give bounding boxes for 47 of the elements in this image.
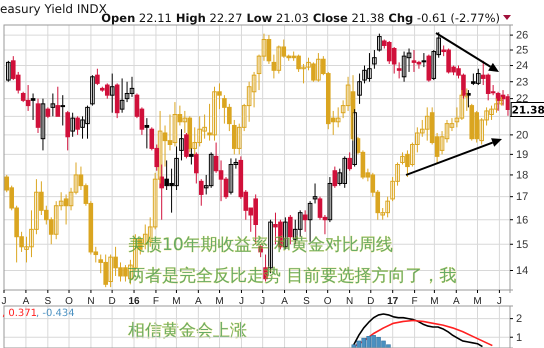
- x-tick-label: D: [367, 296, 374, 307]
- y-tick-label: 2: [516, 313, 522, 326]
- x-tick-label: F: [412, 296, 418, 307]
- x-tick-label: M: [473, 296, 482, 307]
- x-tick-label: M: [215, 296, 224, 307]
- x-tick-label: A: [452, 296, 460, 307]
- y-tick-label: 15: [516, 238, 528, 251]
- x-tick-label: A: [22, 296, 30, 307]
- annotation: 21.38: [512, 104, 544, 116]
- x-tick-label: O: [65, 296, 74, 307]
- x-tick-label: J: [2, 296, 6, 307]
- x-tick-label: A: [281, 296, 288, 307]
- x-tick-label: D: [108, 296, 116, 307]
- y-tick-label: 24: [516, 60, 528, 72]
- y-tick-label: 14: [516, 265, 528, 278]
- candlestick: [396, 62, 402, 79]
- x-tick-label: N: [346, 296, 354, 307]
- y-tick-label: 25: [516, 44, 528, 57]
- candlestick: [179, 128, 184, 161]
- y-tick-label: 19: [516, 148, 528, 161]
- x-tick-label: S: [303, 296, 310, 307]
- line-series: [353, 320, 494, 348]
- x-tick-label: J: [238, 296, 244, 307]
- x-tick-label: N: [87, 296, 95, 307]
- y-tick-label: 1: [516, 332, 522, 344]
- y-tick-label: 23: [516, 76, 528, 88]
- y-tick-label: 16: [516, 214, 528, 226]
- x-tick-label: O: [324, 296, 332, 307]
- y-tick-label: 20: [516, 129, 528, 142]
- x-tick-label: M: [172, 296, 181, 307]
- candlestick: [30, 92, 36, 120]
- annotation: , -0.434: [36, 308, 75, 319]
- x-tick-label: M: [430, 296, 439, 307]
- y-tick-label: 18: [516, 169, 528, 182]
- x-tick-label: F: [152, 296, 159, 307]
- x-tick-label: J: [496, 296, 502, 307]
- x-tick-label: J: [260, 296, 266, 307]
- x-tick-label: 16: [128, 296, 140, 307]
- candlestick: [312, 182, 318, 204]
- y-tick-label: 26: [516, 30, 528, 42]
- y-tick-label: 22: [516, 93, 528, 106]
- line-series: [353, 313, 484, 348]
- x-tick-label: 17: [387, 296, 399, 307]
- x-tick-label: S: [44, 296, 52, 307]
- x-tick-label: A: [195, 296, 202, 307]
- annotation: , 0.371: [2, 308, 37, 319]
- y-tick-label: 17: [516, 191, 528, 204]
